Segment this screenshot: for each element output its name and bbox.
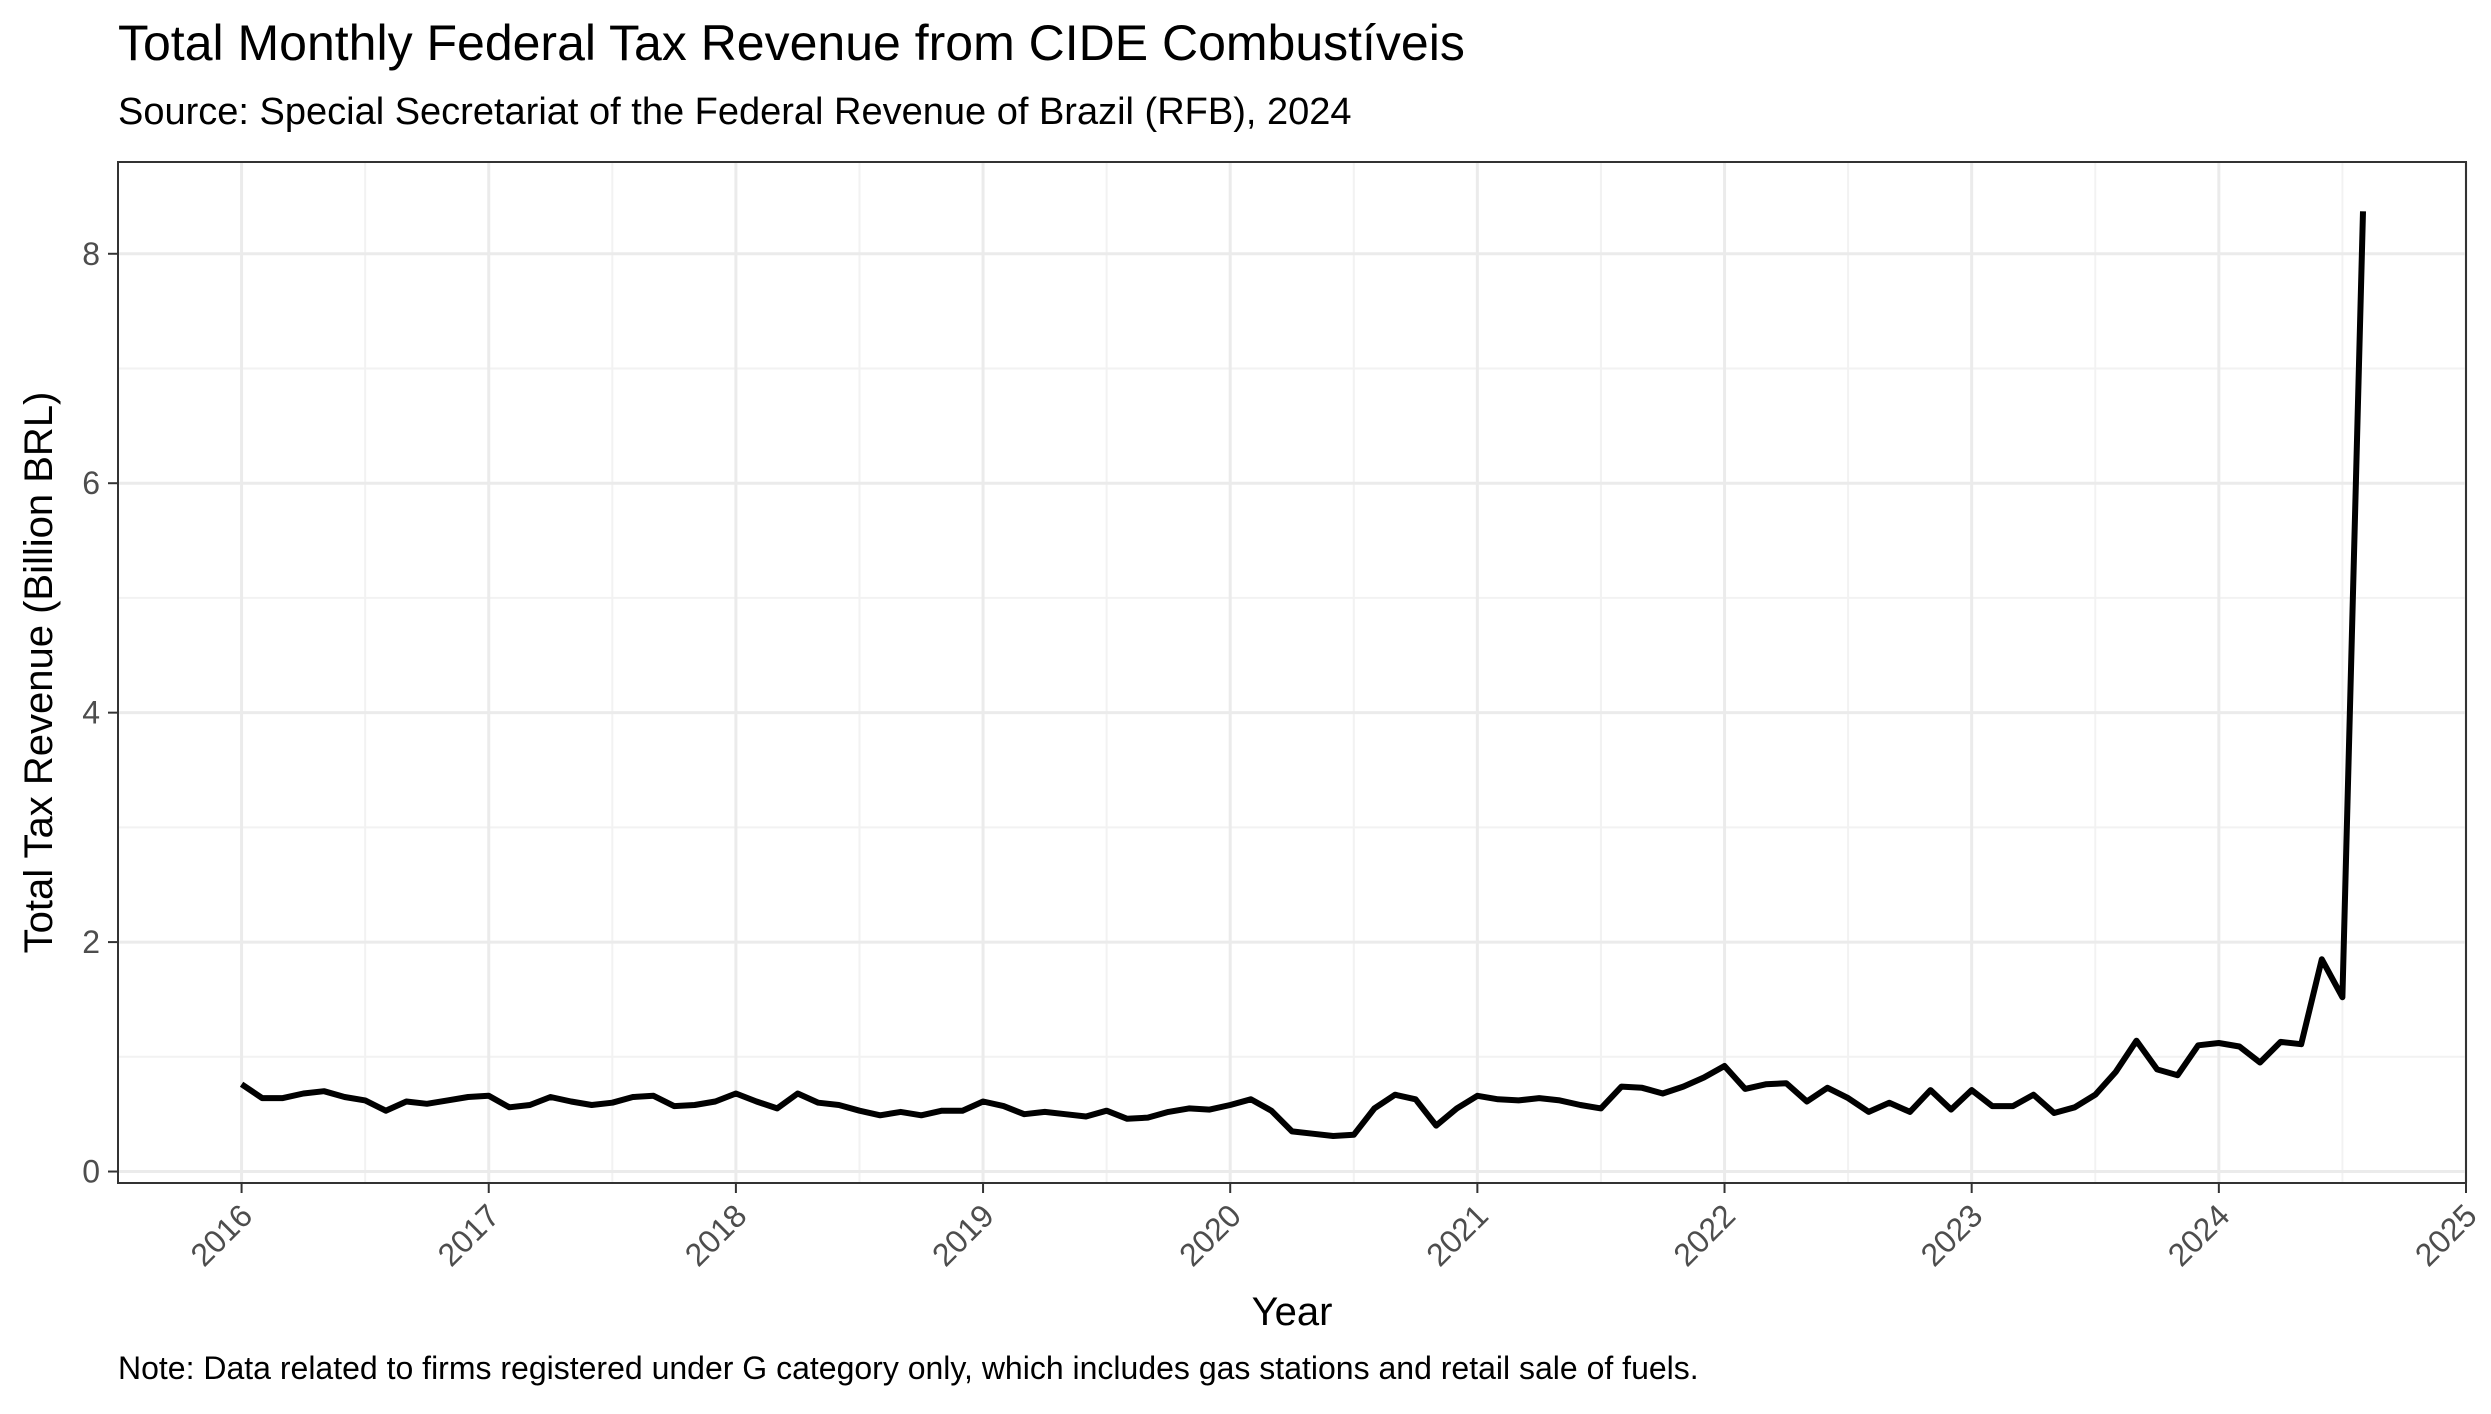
- x-tick-label: 2019: [925, 1197, 1001, 1273]
- x-tick-label: 2017: [431, 1197, 507, 1273]
- grid-minor: [118, 162, 2466, 1183]
- y-tick-label: 8: [82, 236, 100, 272]
- panel-border: [117, 161, 2467, 1184]
- y-tick-label: 6: [82, 465, 100, 501]
- chart-title: Total Monthly Federal Tax Revenue from C…: [118, 15, 1465, 71]
- grid-major: [118, 162, 2468, 1183]
- x-tick-label: 2021: [1419, 1197, 1495, 1273]
- y-tick-label: 2: [82, 924, 100, 960]
- x-tick-label: 2018: [678, 1197, 754, 1273]
- x-tick-label: 2020: [1172, 1197, 1248, 1273]
- x-tick-label: 2023: [1914, 1197, 1990, 1273]
- chart-subtitle: Source: Special Secretariat of the Feder…: [118, 91, 1352, 133]
- x-tick-label: 2016: [183, 1197, 259, 1273]
- x-axis-title: Year: [1252, 1290, 1333, 1334]
- y-tick-label: 0: [82, 1154, 100, 1190]
- y-axis-title: Total Tax Revenue (Billion BRL): [17, 392, 61, 954]
- chart-caption: Note: Data related to firms registered u…: [118, 1350, 1699, 1386]
- x-tick-label: 2022: [1666, 1197, 1742, 1273]
- y-tick-label: 4: [82, 695, 100, 731]
- series-layer: [239, 211, 2366, 1139]
- x-axis: 2016 2017 2018 2019 2020 2021 2022 2023 2024 2025: [183, 1183, 2484, 1273]
- x-tick-label: 2025: [2408, 1197, 2484, 1273]
- x-tick-label: 2024: [2161, 1197, 2237, 1273]
- y-axis: 0 2 4 6 8: [82, 236, 118, 1190]
- series-line: [239, 211, 2366, 1139]
